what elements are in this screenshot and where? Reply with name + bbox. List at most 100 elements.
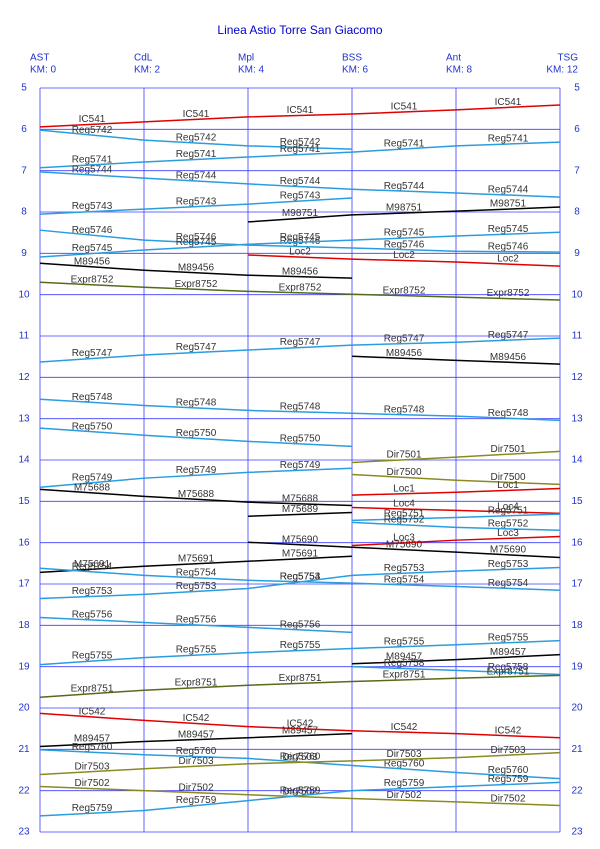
- train-path: [39, 566, 561, 600]
- train-label: Reg5747: [384, 333, 425, 344]
- train-path: [39, 616, 353, 634]
- train-label: M75690: [490, 545, 527, 556]
- train-label: M89457: [490, 647, 527, 658]
- train-path: [39, 398, 561, 422]
- y-tick-label: 13: [18, 413, 30, 424]
- train-label: IC541: [287, 105, 314, 116]
- train-label: Reg5759: [280, 785, 321, 796]
- train-label: Reg5747: [488, 330, 529, 341]
- train-label: IC541: [79, 114, 106, 125]
- train-path: [39, 639, 561, 666]
- train-label: M89456: [74, 256, 111, 267]
- y-tick-label: 10: [18, 289, 30, 300]
- train-label: M75688: [178, 489, 215, 500]
- train-label: IC542: [183, 713, 210, 724]
- station-name: AST: [30, 53, 49, 64]
- train-label: M98751: [386, 203, 423, 214]
- train-label: Reg5741: [176, 149, 217, 160]
- train-path: [39, 781, 561, 817]
- train-label: Loc3: [393, 533, 415, 544]
- station-name: CdL: [134, 53, 153, 64]
- train-label: Reg5744: [384, 181, 425, 192]
- y-tick-label-right: 8: [574, 207, 580, 218]
- train-path: [39, 674, 561, 699]
- train-label: M89456: [178, 262, 215, 273]
- train-label: Loc4: [497, 502, 519, 513]
- train-label: IC541: [391, 102, 418, 113]
- y-tick-label-right: 12: [571, 372, 583, 383]
- train-path: [39, 262, 353, 279]
- y-tick-label: 6: [21, 124, 27, 135]
- train-label: M89457: [386, 651, 423, 662]
- y-tick-label: 22: [18, 785, 30, 796]
- train-label: Reg5745: [176, 237, 217, 248]
- train-label: IC542: [287, 718, 314, 729]
- train-label: M75688: [74, 483, 111, 494]
- train-path: [39, 197, 353, 215]
- train-label: Dir7502: [490, 793, 525, 804]
- train-label: Reg5759: [72, 803, 113, 814]
- train-label: Loc1: [393, 483, 415, 494]
- train-label: Dir7503: [282, 752, 317, 763]
- train-label: Expr8752: [383, 285, 426, 296]
- train-label: M89456: [490, 352, 527, 363]
- train-label: Reg5753: [488, 559, 529, 570]
- train-label: Reg5751: [384, 509, 425, 520]
- train-path: [351, 506, 561, 515]
- train-path: [39, 281, 561, 301]
- train-label: Reg5753: [384, 563, 425, 574]
- train-label: Reg5752: [384, 515, 425, 526]
- train-label: Dir7503: [74, 761, 109, 772]
- train-label: Reg5750: [72, 421, 113, 432]
- train-path: [247, 254, 561, 267]
- train-label: Reg5742: [176, 133, 217, 144]
- train-label: Loc2: [497, 254, 519, 265]
- y-tick-label: 8: [21, 207, 27, 218]
- train-path: [247, 206, 561, 223]
- train-path: [351, 513, 561, 522]
- train-path: [351, 521, 561, 532]
- station-km: KM: 6: [342, 65, 369, 76]
- y-tick-label-right: 10: [571, 289, 583, 300]
- y-tick-label: 15: [18, 496, 30, 507]
- y-tick-label-right: 5: [574, 83, 580, 94]
- station-name: Ant: [446, 53, 461, 64]
- train-label: Reg5755: [488, 632, 529, 643]
- train-label: Reg5751: [488, 505, 529, 516]
- train-label: IC542: [495, 725, 522, 736]
- train-label: Expr8752: [279, 282, 322, 293]
- train-label: Reg5748: [280, 401, 321, 412]
- chart-title: Linea Astio Torre San Giacomo: [217, 23, 383, 37]
- y-tick-label: 21: [18, 744, 30, 755]
- train-label: Reg5744: [488, 185, 529, 196]
- train-label: Reg5755: [176, 645, 217, 656]
- train-label: M89456: [386, 348, 423, 359]
- train-label: Reg5745: [280, 232, 321, 243]
- train-label: Dir7502: [386, 790, 421, 801]
- train-label: M75691: [178, 553, 215, 564]
- train-label: Expr8751: [175, 677, 218, 688]
- train-label: Reg5755: [72, 651, 113, 662]
- train-label: Expr8751: [487, 666, 530, 677]
- train-label: Reg5752: [488, 518, 529, 529]
- train-label: M89456: [282, 266, 319, 277]
- train-path: [39, 229, 561, 253]
- train-label: Dir7500: [386, 467, 421, 478]
- train-label: Reg5748: [176, 398, 217, 409]
- train-label: M75690: [282, 534, 319, 545]
- train-label: Reg5750: [176, 428, 217, 439]
- train-label: Reg5760: [72, 742, 113, 753]
- train-label: Reg5758: [488, 662, 529, 673]
- train-label: Reg5760: [384, 759, 425, 770]
- train-label: Reg5746: [72, 225, 113, 236]
- train-label: Reg5741: [384, 139, 425, 150]
- train-label: Expr8751: [71, 683, 114, 694]
- y-tick-label: 12: [18, 372, 30, 383]
- train-label: Reg5760: [280, 752, 321, 763]
- train-label: Reg5760: [176, 746, 217, 757]
- train-label: Reg5748: [72, 392, 113, 403]
- train-label: M75691: [74, 559, 111, 570]
- y-tick-label-right: 23: [571, 827, 583, 838]
- train-label: M89457: [74, 734, 111, 745]
